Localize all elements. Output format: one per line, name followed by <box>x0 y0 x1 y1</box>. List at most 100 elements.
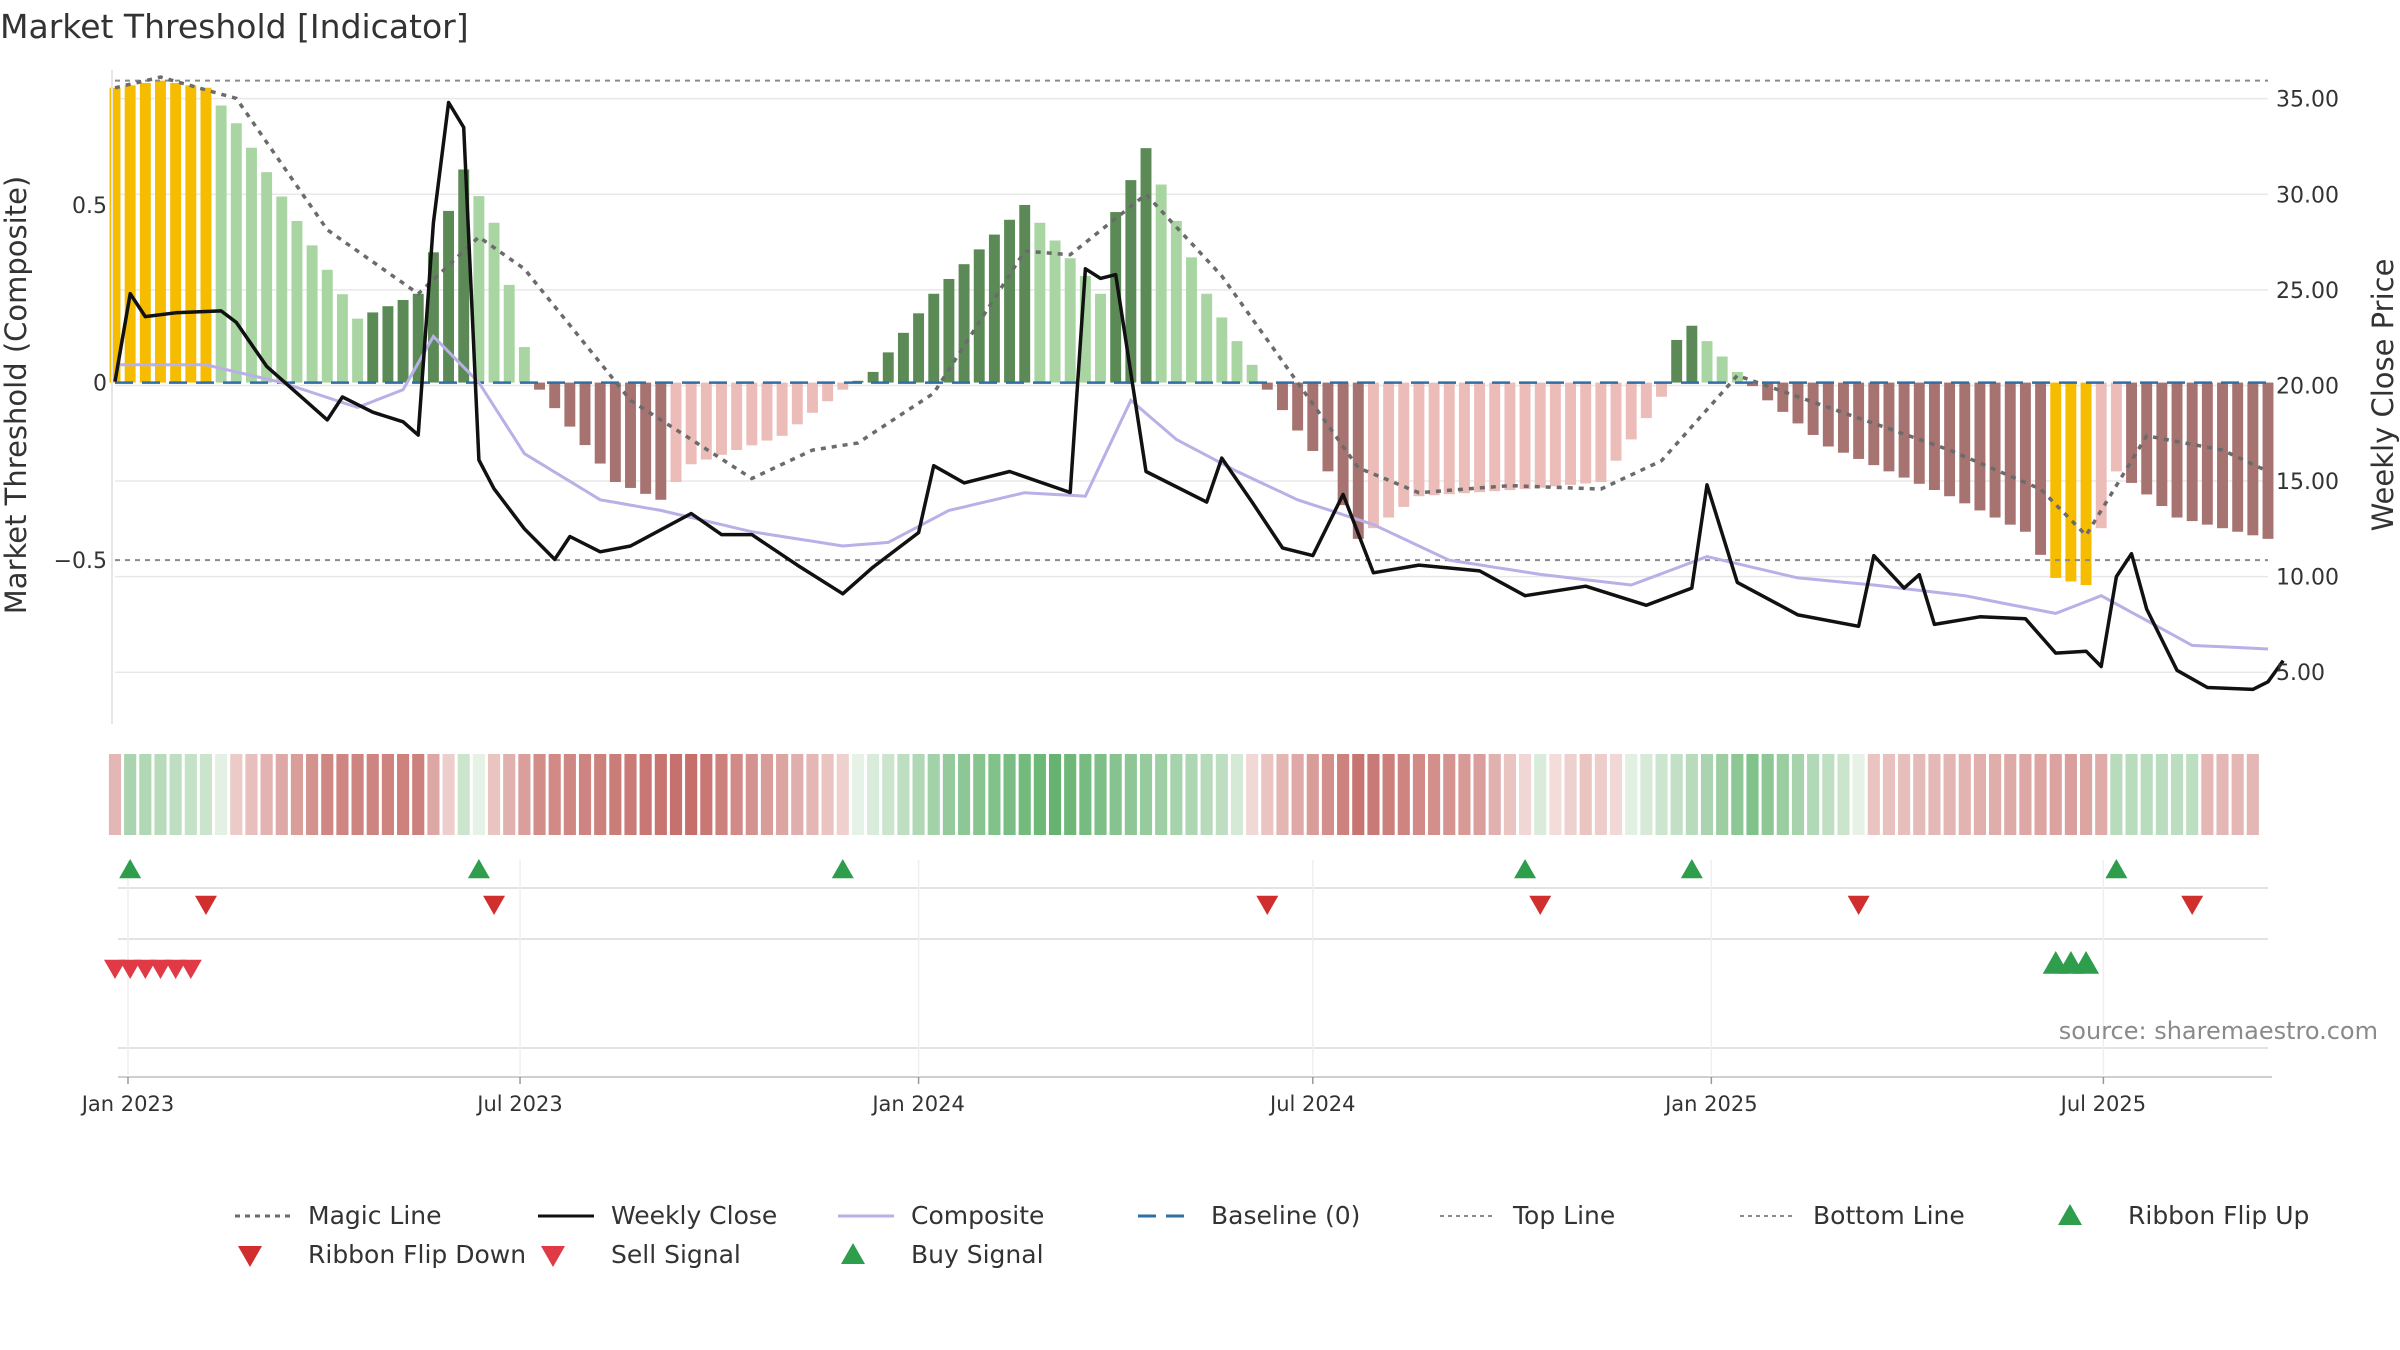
ribbon-cell <box>1943 754 1956 835</box>
ribbon-cell <box>1867 754 1880 835</box>
ribbon-flip-up-marker <box>119 859 142 879</box>
sell-signal-marker <box>164 959 187 979</box>
ribbon-cell <box>1837 754 1850 835</box>
histogram-bar <box>1595 382 1607 483</box>
ribbon-cell <box>897 754 910 835</box>
ribbon-cell <box>154 754 167 835</box>
ribbon-cell <box>1579 754 1592 835</box>
left-tick-label: −0.5 <box>54 549 107 574</box>
histogram-bar <box>882 352 894 383</box>
histogram-bar <box>412 293 424 383</box>
histogram-bar <box>943 278 955 383</box>
histogram-bar <box>1079 276 1091 383</box>
histogram-bar <box>1686 325 1698 383</box>
ribbon-flip-up-marker <box>467 859 490 879</box>
histogram-bar <box>1337 382 1349 506</box>
histogram-bar <box>549 382 561 409</box>
ribbon-cell <box>851 754 865 835</box>
histogram-bar <box>1549 382 1561 487</box>
histogram-bar <box>1140 148 1152 383</box>
ribbon-cell <box>1928 754 1941 835</box>
ribbon-cell <box>2034 754 2047 835</box>
histogram-bar <box>321 269 333 383</box>
ribbon-cell <box>1094 754 1107 835</box>
histogram-bar <box>609 382 621 483</box>
ribbon-cell <box>1882 754 1896 835</box>
ribbon-cell <box>1564 754 1577 835</box>
ribbon-cell <box>230 754 243 835</box>
ribbon-strip <box>108 754 2259 835</box>
histogram-bar <box>245 147 257 383</box>
legend-swatch-6 <box>2058 1204 2082 1225</box>
histogram-bar <box>2186 382 2198 522</box>
histogram-bar <box>1458 382 1470 494</box>
histogram-bar <box>731 382 743 451</box>
histogram-bar <box>2262 382 2274 539</box>
histogram-bar <box>458 169 470 383</box>
ribbon-cell <box>124 754 137 835</box>
legend-swatch-7 <box>238 1246 262 1267</box>
ribbon-cell <box>1367 754 1380 835</box>
ribbon-cell <box>1003 754 1016 835</box>
histogram-bar <box>1292 382 1304 431</box>
ribbon-cell <box>1397 754 1410 835</box>
histogram-bar <box>1913 382 1925 484</box>
histogram-bar <box>215 105 227 383</box>
sell-signal-marker <box>119 959 142 979</box>
ribbon-cell <box>1079 754 1092 835</box>
histogram-bar <box>1307 382 1319 451</box>
ribbon-cell <box>715 754 728 835</box>
ribbon-cell <box>1700 754 1714 835</box>
ribbon-cell <box>1109 754 1122 835</box>
histogram-bar <box>928 293 940 383</box>
ribbon-cell <box>1064 754 1077 835</box>
histogram-bar <box>1762 382 1774 401</box>
ribbon-cell <box>1276 754 1289 835</box>
histogram-bar <box>534 382 545 390</box>
ribbon-cell <box>290 754 304 835</box>
ribbon-cell <box>1215 754 1228 835</box>
ribbon-cell <box>1716 754 1729 835</box>
ribbon-cell <box>1609 754 1623 835</box>
histogram-bar <box>291 220 303 383</box>
histogram-bar <box>1565 382 1577 485</box>
x-tick-label: Jan 2023 <box>80 1092 175 1116</box>
ribbon-cell <box>518 754 531 835</box>
ribbon-cell <box>821 754 834 835</box>
ribbon-cell <box>1473 754 1486 835</box>
histogram-bar <box>139 83 151 383</box>
histogram-bar <box>2110 382 2122 472</box>
weekly-close-line <box>113 100 2285 692</box>
ribbon-cell <box>2216 754 2229 835</box>
ribbon-cell <box>958 754 971 835</box>
right-axis-label: Weekly Close Price <box>2366 259 2400 532</box>
histogram-bar <box>806 382 818 413</box>
x-tick-label: Jan 2025 <box>1663 1092 1758 1116</box>
legend-label-0: Magic Line <box>308 1201 442 1230</box>
ribbon-cell <box>487 754 501 835</box>
right-tick-label: 10.00 <box>2276 566 2339 591</box>
histogram-bar <box>1959 382 1971 504</box>
histogram-bar <box>1443 382 1455 495</box>
histogram-bar <box>1898 382 1910 478</box>
ribbon-cell <box>1776 754 1789 835</box>
ribbon-cell <box>1534 754 1547 835</box>
histogram-bar <box>352 318 364 383</box>
histogram-bar <box>1868 382 1880 466</box>
ribbon-cell <box>2125 754 2138 835</box>
histogram-bar <box>1701 341 1713 383</box>
ribbon-cell <box>1503 754 1516 835</box>
ribbon-cell <box>1139 754 1153 835</box>
legend-label-5: Bottom Line <box>1813 1201 1965 1230</box>
histogram-bar <box>124 85 136 383</box>
ribbon-cell <box>1822 754 1835 835</box>
ribbon-cell <box>1033 754 1046 835</box>
histogram-bar <box>988 234 1000 383</box>
histogram-bar <box>2050 382 2062 578</box>
ribbon-cell <box>1246 754 1259 835</box>
ribbon-cell <box>1594 754 1607 835</box>
ribbon-cell <box>669 754 683 835</box>
ribbon-cell <box>1321 754 1335 835</box>
ribbon-cell <box>1230 754 1244 835</box>
